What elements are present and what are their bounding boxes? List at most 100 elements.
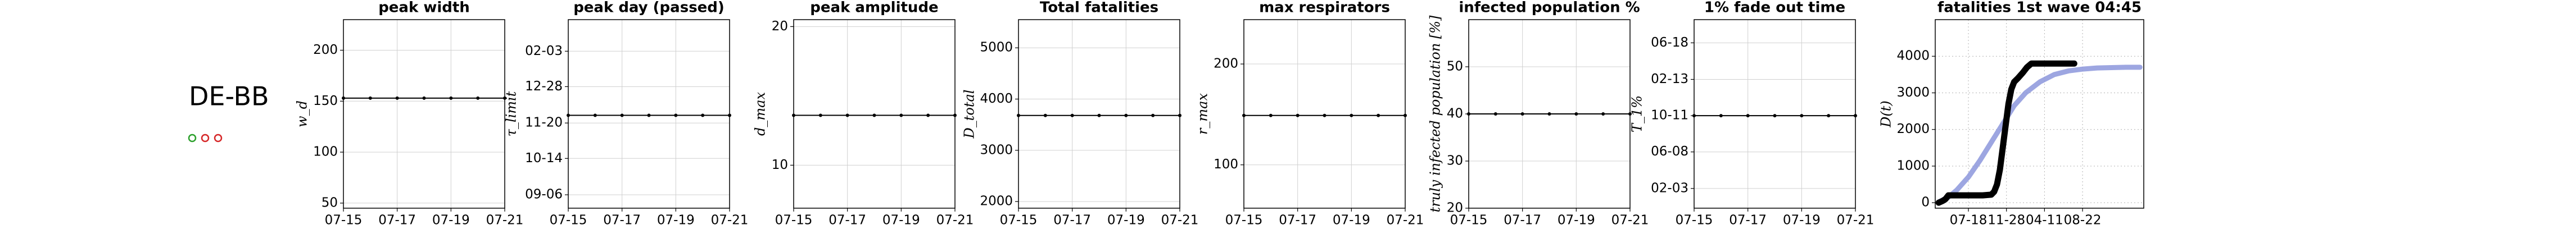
plot-frame bbox=[1468, 19, 1631, 209]
x-tick-label: 07-17 bbox=[1729, 213, 1767, 228]
x-tick-label: 07-15 bbox=[775, 213, 813, 228]
x-tick-label: 07-15 bbox=[1225, 213, 1263, 228]
y-axis-label: τ_limit bbox=[504, 91, 519, 136]
y-axis-label: D(t) bbox=[1878, 100, 1894, 128]
x-tick-label: 07-15 bbox=[550, 213, 587, 228]
data-point bbox=[701, 113, 705, 117]
data-point bbox=[620, 113, 624, 117]
x-tick-label: 07-15 bbox=[1000, 213, 1038, 228]
x-tick-label: 07-17 bbox=[378, 213, 416, 228]
x-tick-label: 07-19 bbox=[882, 213, 920, 228]
y-tick-label: 10 bbox=[772, 158, 788, 172]
y-tick-label: 10-14 bbox=[525, 151, 563, 166]
region-label: DE-BB bbox=[189, 81, 269, 112]
data-point bbox=[449, 96, 453, 100]
x-tick-label: 07-17 bbox=[1504, 213, 1541, 228]
data-point bbox=[1097, 113, 1101, 117]
data-line bbox=[1936, 65, 2143, 205]
data-point bbox=[1070, 113, 1074, 117]
data-point bbox=[1601, 112, 1605, 116]
data-point bbox=[872, 113, 876, 117]
x-tick-label: 07-19 bbox=[1783, 213, 1821, 228]
data-point bbox=[1296, 113, 1300, 117]
data-point bbox=[1719, 114, 1723, 118]
y-tick-label: 2000 bbox=[980, 194, 1013, 209]
x-tick-label: 07-19 bbox=[1333, 213, 1370, 228]
y-axis-label: w_d bbox=[295, 100, 310, 127]
x-tick-label: 07-17 bbox=[1053, 213, 1091, 228]
y-tick-label: 4000 bbox=[1896, 49, 1930, 63]
chart-title: peak day (passed) bbox=[573, 0, 725, 16]
x-tick-label: 08-22 bbox=[2064, 213, 2102, 228]
panel: peak amplitude 10 20 07-15 07-17 07-19 07-21 d_… bbox=[753, 0, 974, 228]
data-point bbox=[845, 113, 849, 117]
data-point bbox=[1493, 112, 1497, 116]
data-point bbox=[926, 113, 930, 117]
y-tick-label: 09-06 bbox=[525, 187, 563, 202]
data-point bbox=[1773, 114, 1777, 118]
data-point bbox=[1520, 112, 1524, 116]
chart-title: Total fatalities bbox=[1040, 0, 1158, 16]
data-point bbox=[1350, 113, 1353, 117]
data-point bbox=[368, 96, 372, 100]
y-tick-label: 50 bbox=[1447, 59, 1463, 74]
y-tick-label: 200 bbox=[1214, 57, 1238, 71]
y-tick-label: 3000 bbox=[980, 143, 1013, 157]
panel: infected population % 20 30 40 50 07-15 07-17 0… bbox=[1428, 0, 1649, 228]
y-axis-label: T_1% bbox=[1629, 95, 1645, 132]
y-tick-label: 50 bbox=[322, 195, 338, 210]
plot-frame bbox=[568, 19, 730, 209]
y-tick-label: 100 bbox=[313, 145, 338, 159]
x-tick-label: 07-21 bbox=[1611, 213, 1649, 228]
y-tick-label: 02-03 bbox=[525, 44, 563, 58]
data-point bbox=[593, 113, 597, 117]
y-tick-label: 200 bbox=[313, 43, 338, 57]
y-tick-label: 20 bbox=[1447, 201, 1463, 215]
status-marker bbox=[188, 134, 197, 143]
x-tick-label: 07-21 bbox=[936, 213, 974, 228]
y-tick-label: 30 bbox=[1447, 154, 1463, 168]
data-line bbox=[1935, 60, 2077, 206]
x-tick-label: 07-15 bbox=[1676, 213, 1713, 228]
y-tick-label: 2000 bbox=[1896, 122, 1930, 136]
y-tick-label: 1000 bbox=[1896, 158, 1930, 173]
data-point bbox=[1269, 113, 1273, 117]
y-tick-label: 100 bbox=[1214, 157, 1238, 172]
y-axis-label: d_max bbox=[753, 92, 768, 136]
x-tick-label: 07-21 bbox=[1837, 213, 1875, 228]
x-tick-label: 07-21 bbox=[486, 213, 524, 228]
chart-title: max respirators bbox=[1259, 0, 1390, 16]
y-tick-label: 150 bbox=[313, 94, 338, 108]
y-tick-label: 11-20 bbox=[525, 116, 563, 130]
data-point bbox=[476, 96, 480, 100]
y-axis-label: D_total bbox=[962, 90, 977, 139]
y-tick-label: 06-08 bbox=[1651, 144, 1688, 159]
data-point bbox=[1746, 114, 1750, 118]
x-tick-label: 07-18 bbox=[1950, 213, 1988, 228]
data-point bbox=[1323, 113, 1327, 117]
data-point bbox=[1377, 113, 1380, 117]
data-point bbox=[1124, 113, 1128, 117]
y-axis-label: truly infected population [%] bbox=[1428, 15, 1443, 213]
y-tick-label: 02-03 bbox=[1651, 181, 1688, 195]
y-tick-label: 06-18 bbox=[1651, 35, 1688, 50]
x-tick-label: 07-15 bbox=[1450, 213, 1488, 228]
x-tick-label: 07-17 bbox=[829, 213, 866, 228]
data-point bbox=[1574, 112, 1578, 116]
data-point bbox=[422, 96, 426, 100]
y-tick-label: 02-13 bbox=[1651, 72, 1688, 86]
plot-frame bbox=[1243, 19, 1406, 209]
plot-frame bbox=[793, 19, 956, 209]
status-marker bbox=[201, 134, 210, 143]
x-tick-label: 07-19 bbox=[657, 213, 695, 228]
y-tick-label: 40 bbox=[1447, 107, 1463, 121]
x-tick-label: 07-17 bbox=[603, 213, 641, 228]
data-point bbox=[674, 113, 678, 117]
panel: peak width 50 100 150 200 07-15 07-17 07-19 07-2… bbox=[295, 0, 524, 228]
x-tick-label: 07-21 bbox=[1387, 213, 1424, 228]
chart-title: fatalities 1st wave 04:45 bbox=[1937, 0, 2142, 16]
data-point bbox=[1827, 114, 1831, 118]
data-point bbox=[1151, 113, 1155, 117]
x-tick-label: 11-28 bbox=[1988, 213, 2025, 228]
